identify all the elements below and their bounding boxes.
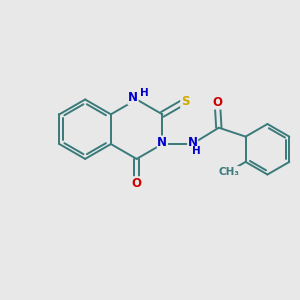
Text: N: N (128, 92, 138, 104)
Text: CH₃: CH₃ (218, 167, 239, 176)
Text: H: H (140, 88, 148, 98)
Text: N: N (188, 136, 198, 149)
Text: H: H (192, 146, 201, 157)
Text: O: O (132, 177, 142, 190)
Text: S: S (181, 95, 189, 108)
Text: N: N (158, 136, 167, 149)
Text: O: O (212, 96, 222, 109)
